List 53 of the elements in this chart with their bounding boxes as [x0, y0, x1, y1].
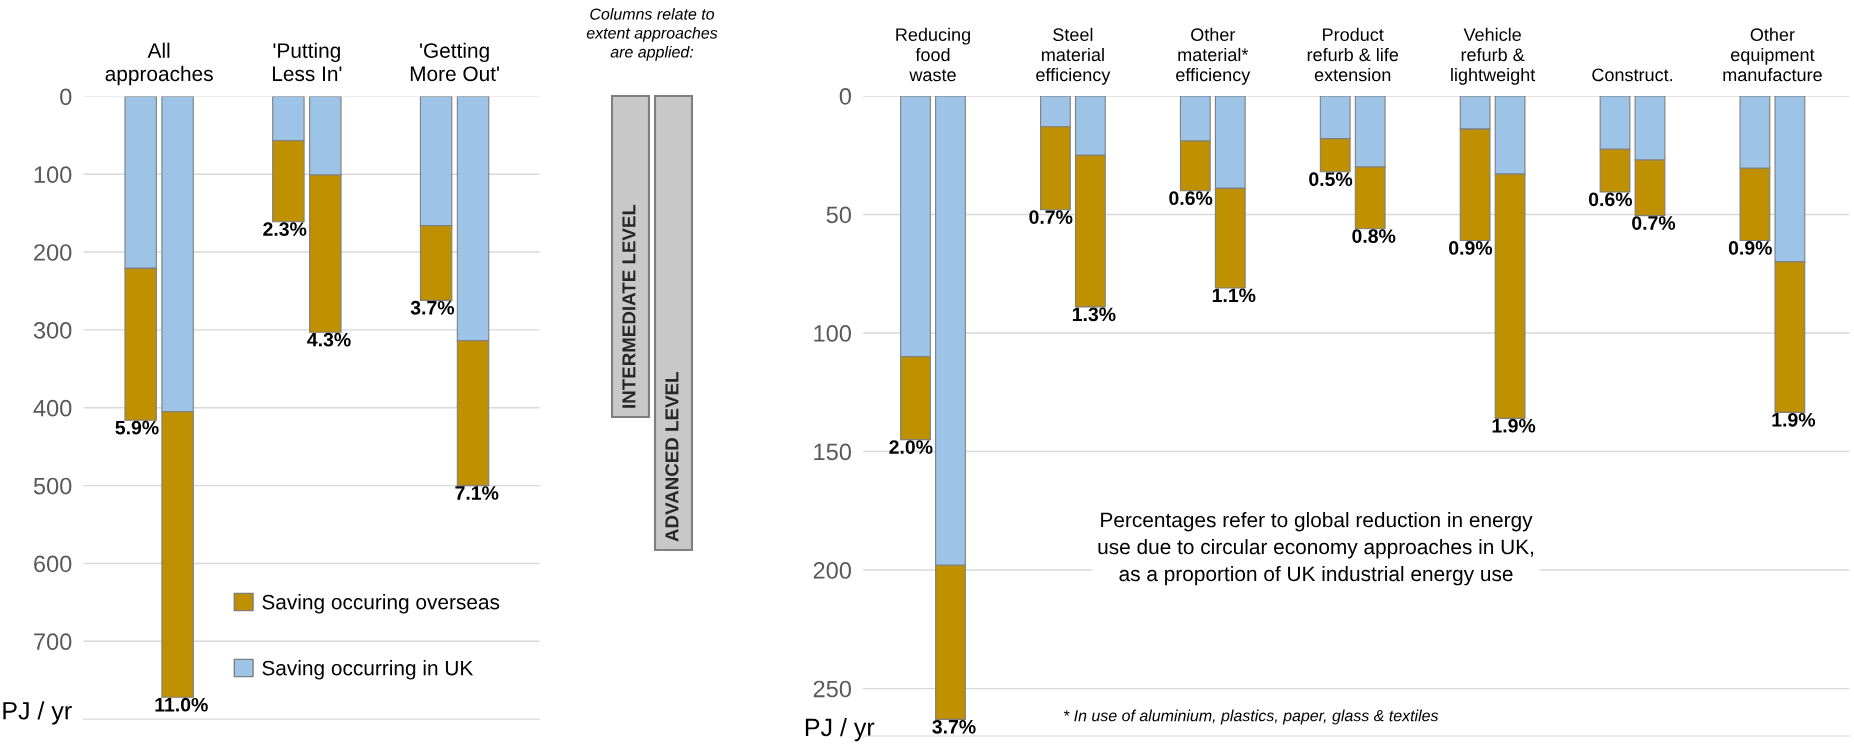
annotation: 0.7% [1632, 216, 1676, 230]
annotation: 0.9% [1728, 241, 1772, 255]
annotation: 3.7% [410, 300, 455, 315]
annotation: 0.7% [1029, 210, 1073, 224]
y-tick-label: 300 [33, 321, 72, 339]
annotation: 11.0% [155, 697, 208, 712]
annotation: 1.9% [1492, 418, 1536, 433]
legend-label: Saving occuring overseas [262, 594, 500, 614]
y-tick-label: 700 [34, 633, 72, 651]
x-tick-label: All approaches [105, 42, 213, 86]
x-tick-label: 'Putting Less In' [272, 42, 342, 82]
x-tick-label: Other equipment manufacture [1723, 27, 1822, 82]
text: INTERMEDIATE LEVEL [622, 204, 636, 408]
annotation: 1.1% [1212, 288, 1256, 303]
y-tick-label: 200 [34, 244, 72, 261]
y-tick-label: 0 [60, 88, 72, 106]
annotation: 1.3% [1072, 307, 1116, 322]
y-tick-label: 50 [826, 206, 851, 224]
text: ADVANCED LEVEL [665, 372, 679, 542]
annotation: Percentages refer to global reduction in energy use due to circular economy approaches in UK, as a proportion of UK industrial energy use [1098, 512, 1534, 586]
annotation: 0.8% [1352, 229, 1396, 243]
annotation: 1.9% [1772, 412, 1816, 427]
y-tick-label: 250 [813, 680, 852, 698]
annotation: 0.5% [1309, 172, 1353, 187]
annotation: 2.0% [889, 440, 933, 454]
y-axis-title: PJ / yr [3, 701, 72, 725]
x-tick-label: Vehicle refurb & lightweight [1451, 27, 1536, 85]
annotation: 4.3% [307, 332, 351, 347]
x-tick-label: Other material* efficiency [1176, 27, 1251, 85]
text: Columns relate to extent approaches are applied: [586, 8, 718, 61]
annotation: * In use of aluminium, plastics, paper, glass & textiles [1063, 709, 1439, 725]
annotation: 0.9% [1449, 241, 1493, 255]
y-tick-label: 150 [814, 443, 852, 461]
legend-label: Saving occurring in UK [262, 660, 474, 680]
x-tick-label: Steel material efficiency [1036, 27, 1111, 85]
annotation: 5.9% [115, 420, 159, 435]
x-tick-label: Construct. [1592, 68, 1673, 82]
y-axis-title: PJ / yr [805, 717, 875, 742]
x-tick-label: 'Getting More Out' [410, 42, 499, 82]
y-tick-label: 100 [34, 166, 72, 184]
y-tick-label: 0 [839, 88, 851, 105]
annotation: 3.7% [932, 719, 976, 734]
annotation: 0.6% [1588, 192, 1632, 207]
y-tick-label: 600 [34, 555, 72, 573]
y-tick-label: 100 [814, 325, 852, 342]
annotation: 2.3% [263, 222, 307, 237]
y-tick-label: 200 [813, 562, 852, 579]
y-tick-label: 500 [33, 477, 72, 495]
annotation: 7.1% [455, 486, 499, 500]
y-tick-label: 400 [33, 399, 72, 417]
x-tick-label: Reducing food waste [896, 27, 970, 82]
x-tick-label: Product refurb & life extension [1307, 27, 1399, 82]
annotation: 0.6% [1169, 191, 1213, 206]
